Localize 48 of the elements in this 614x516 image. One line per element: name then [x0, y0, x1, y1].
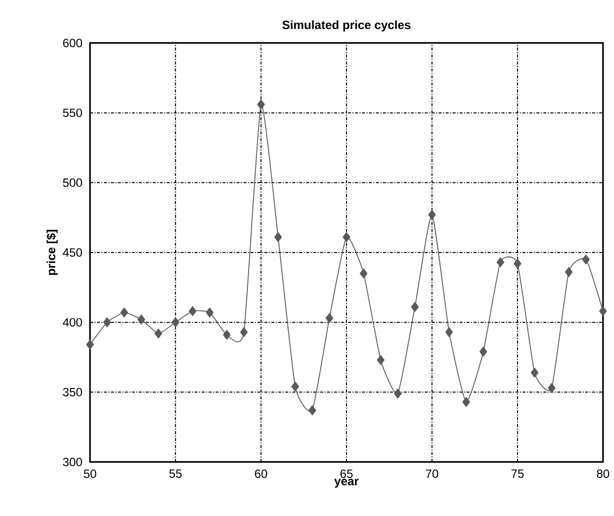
point: [103, 317, 111, 328]
point: [240, 327, 248, 338]
point: [445, 327, 453, 338]
point: [222, 330, 231, 340]
point: [206, 308, 214, 318]
y-tick-label: 500: [63, 178, 82, 187]
point: [154, 328, 162, 338]
point: [564, 267, 573, 277]
y-tick-label: 450: [62, 248, 82, 257]
y-tick-label: 600: [63, 38, 82, 48]
point: [376, 355, 385, 365]
point: [257, 99, 265, 110]
point: [479, 346, 488, 357]
point: [360, 268, 368, 278]
point: [308, 405, 316, 416]
point: [291, 382, 300, 392]
point: [394, 388, 402, 398]
point: [172, 317, 180, 328]
point: [274, 232, 282, 242]
x-tick-label: 65: [340, 470, 353, 478]
point: [411, 302, 419, 312]
point: [582, 254, 590, 264]
point: [428, 210, 436, 220]
x-axis-title: year: [334, 478, 359, 488]
point: [599, 306, 607, 316]
point: [462, 396, 470, 407]
point: [342, 232, 350, 242]
point: [120, 308, 128, 318]
chart-title: Simulated price cycles: [282, 20, 410, 32]
point: [548, 383, 556, 393]
y-axis-title: price [$]: [46, 230, 58, 275]
point: [326, 313, 334, 324]
point: [188, 306, 196, 316]
x-tick-label: 50: [84, 470, 96, 478]
y-tick-label: 550: [63, 108, 82, 118]
x-tick-label: 55: [169, 470, 182, 478]
y-tick-label: 350: [62, 388, 82, 396]
point: [137, 314, 146, 324]
point: [496, 257, 504, 268]
y-tick-label: 300: [62, 458, 82, 466]
point: [86, 340, 94, 350]
point: [530, 368, 538, 378]
x-tick-label: 70: [426, 470, 438, 478]
y-tick-label: 400: [62, 318, 82, 327]
x-tick-label: 60: [254, 470, 268, 478]
x-tick-label: 75: [511, 470, 524, 478]
x-tick-label: 80: [596, 470, 610, 478]
point: [514, 258, 522, 269]
